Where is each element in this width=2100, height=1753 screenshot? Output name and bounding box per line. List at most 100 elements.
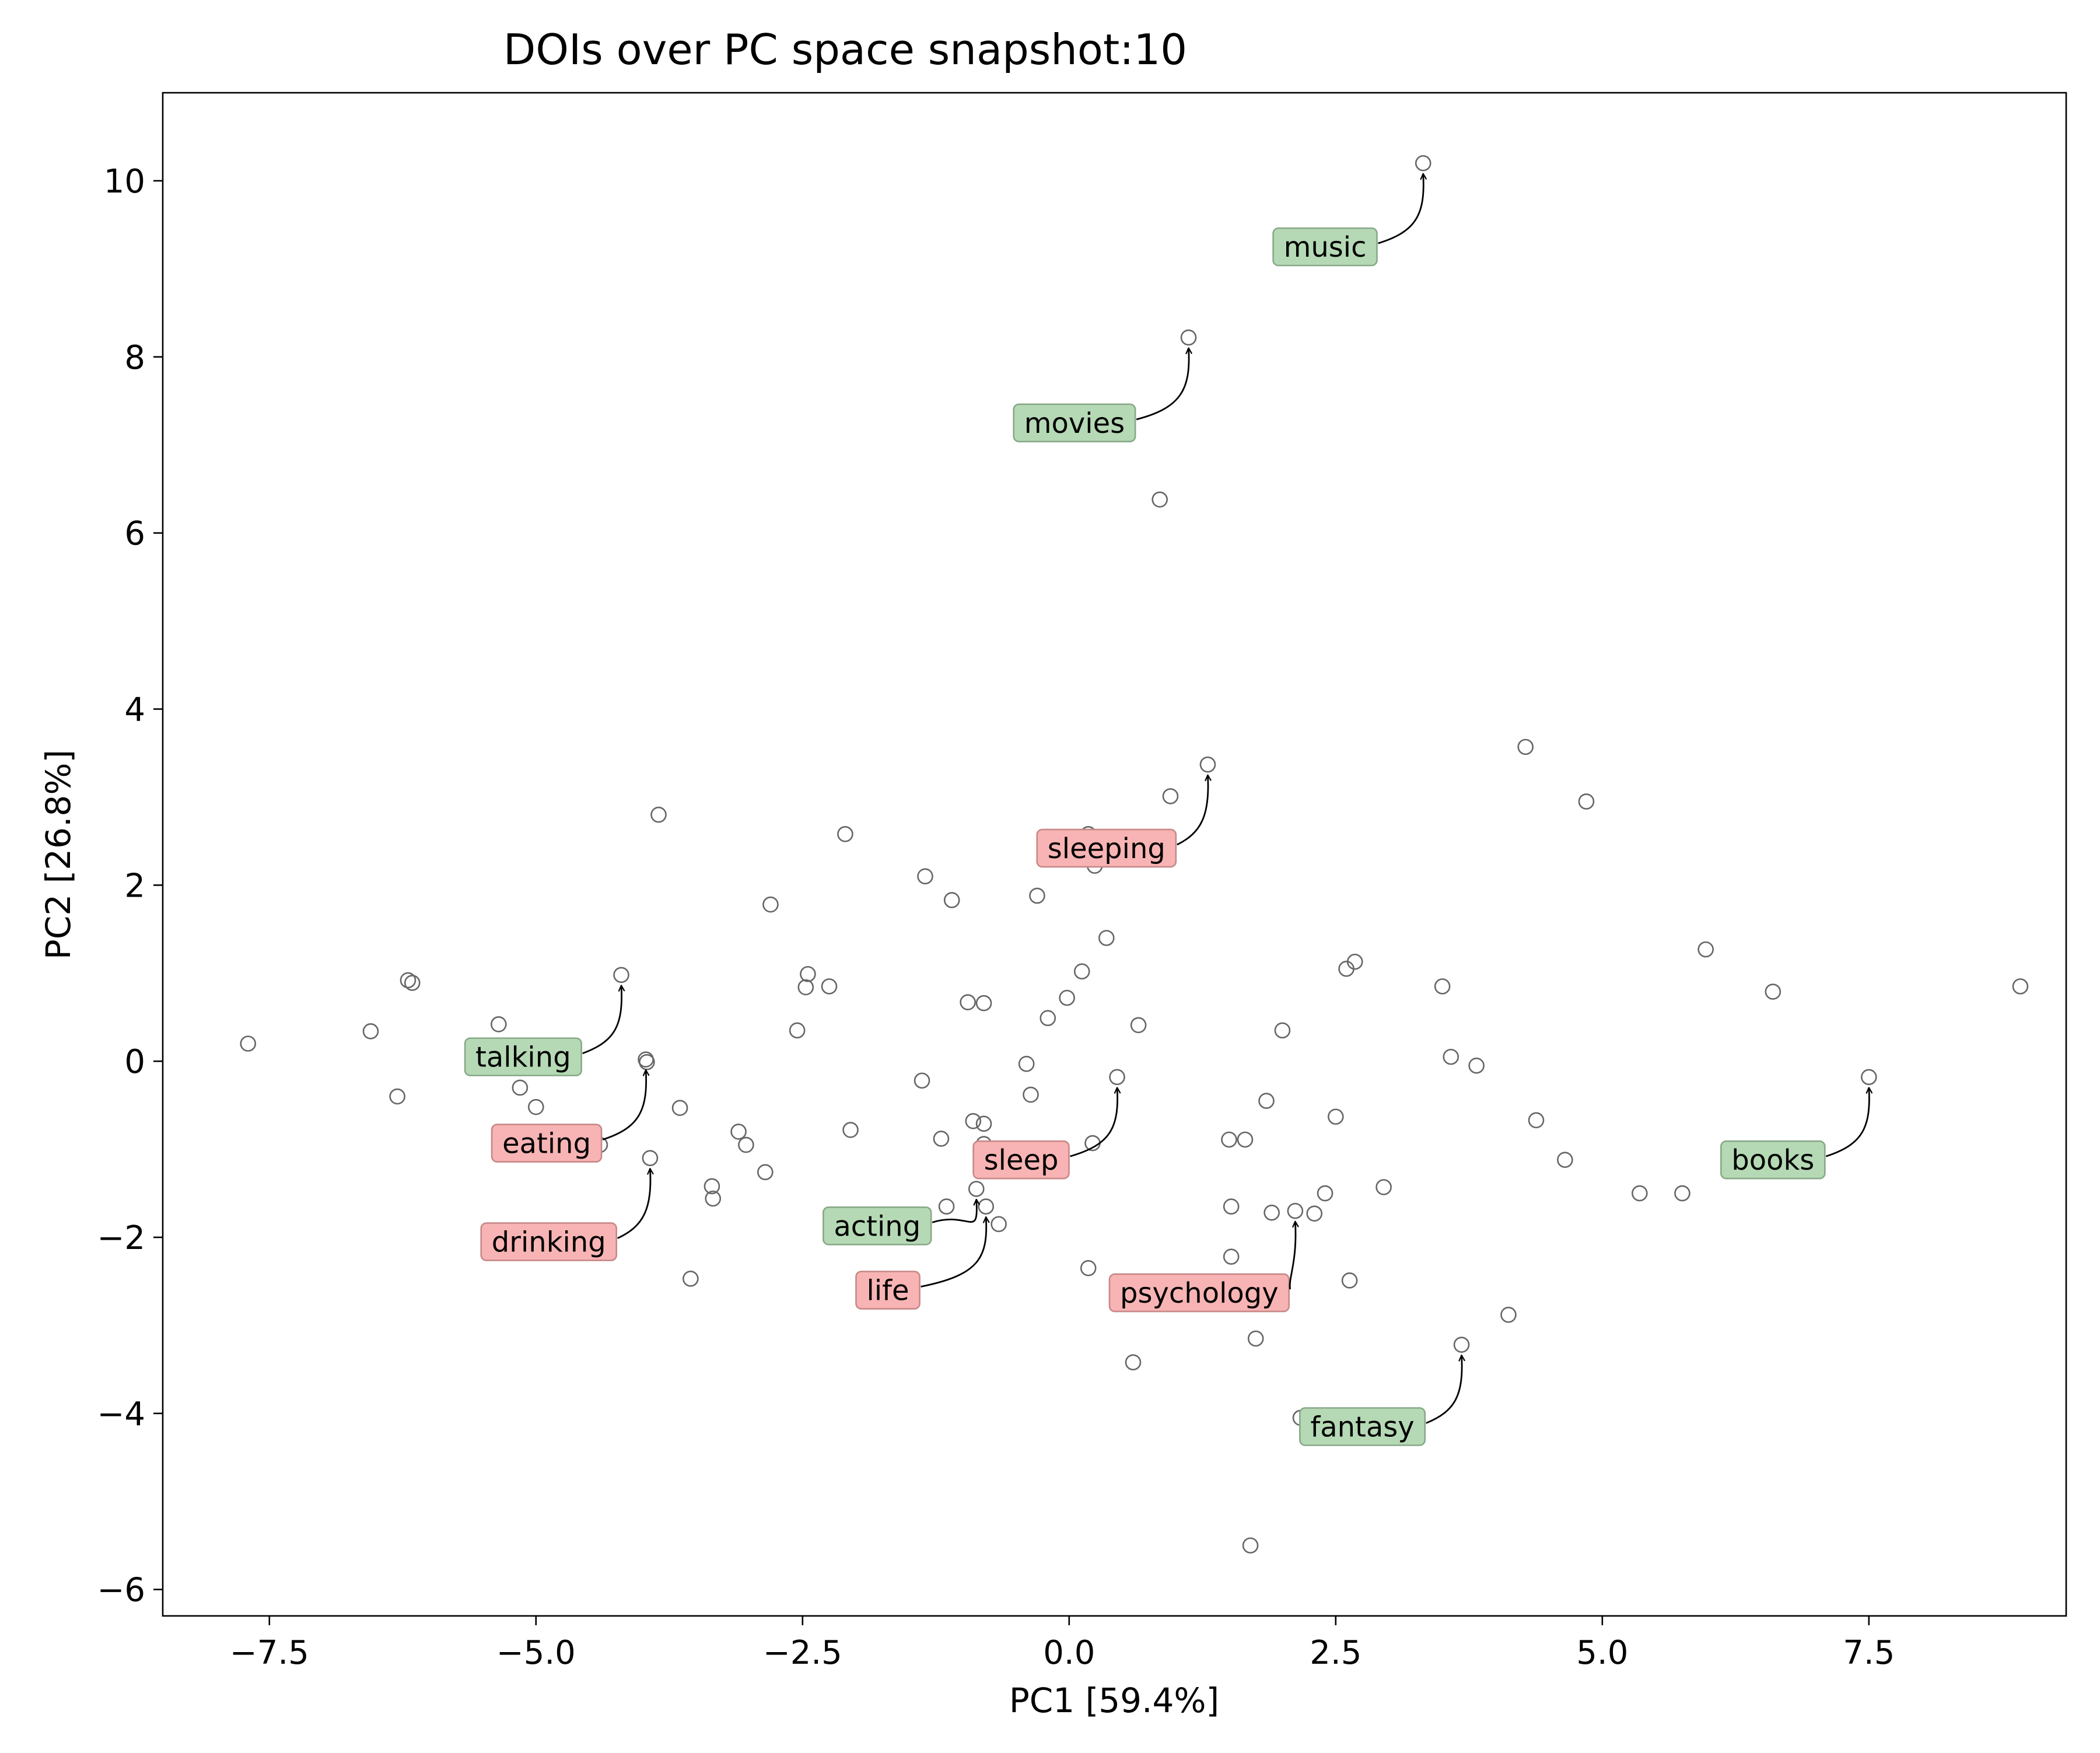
data-point <box>1500 1307 1517 1323</box>
data-point <box>991 1216 1007 1233</box>
data-point <box>1237 1131 1254 1148</box>
data-point <box>1199 756 1216 773</box>
annotation-box <box>464 1037 582 1076</box>
data-point <box>1698 941 1714 958</box>
data-point <box>1080 1260 1097 1276</box>
y-axis-label: PC2 [26.8%] <box>38 750 78 960</box>
annotation-box <box>822 1206 932 1245</box>
annotation-psychology: psychology <box>1108 1222 1296 1313</box>
data-point <box>975 995 992 1012</box>
data-point <box>1328 1108 1344 1125</box>
annotation-eating: eating <box>491 1070 646 1163</box>
data-point <box>821 978 838 995</box>
data-point <box>704 1178 720 1195</box>
annotation-label: sleep <box>984 1144 1059 1177</box>
annotation-label: sleeping <box>1048 832 1166 865</box>
annotation-arrow <box>582 985 622 1054</box>
annotation-arrow <box>1825 1087 1869 1157</box>
data-point <box>1109 1069 1125 1086</box>
data-point <box>797 979 814 996</box>
annotation-arrow <box>1378 174 1423 244</box>
data-point <box>362 1023 379 1040</box>
data-point <box>800 965 816 982</box>
annotation-label: talking <box>475 1041 571 1074</box>
annotation-movies: movies <box>1013 348 1189 443</box>
data-point <box>400 972 416 989</box>
y-axis: −6 −4 −2 0 2 4 6 8 10 <box>97 163 163 1609</box>
annotation-music: music <box>1272 174 1424 267</box>
data-point <box>757 1164 774 1181</box>
data-point <box>1861 1069 1877 1086</box>
data-point <box>528 1098 544 1115</box>
data-point <box>671 1100 688 1116</box>
y-tick-label: 8 <box>124 339 145 377</box>
annotation-arrow <box>1136 348 1189 421</box>
data-point <box>1341 1272 1358 1289</box>
annotation-box <box>491 1124 603 1163</box>
annotations-layer: music movies sleeping talking eating sleep boo… <box>464 174 1869 1446</box>
points-layer <box>240 155 2029 1554</box>
annotation-label: music <box>1284 231 1367 264</box>
annotation-label: books <box>1731 1144 1814 1177</box>
data-point <box>1306 1205 1323 1222</box>
annotation-arrow <box>617 1168 650 1239</box>
annotation-arrow <box>1426 1355 1462 1424</box>
x-tick-label: 0.0 <box>1043 1634 1095 1672</box>
data-point <box>1152 491 1168 508</box>
annotation-label: fantasy <box>1310 1411 1414 1444</box>
data-point <box>1029 887 1045 904</box>
annotation-label: life <box>866 1275 909 1307</box>
y-tick-label: 2 <box>124 867 145 905</box>
annotation-box <box>1036 828 1177 868</box>
data-point <box>1125 1354 1142 1371</box>
annotation-box <box>1299 1407 1426 1446</box>
data-point <box>968 1181 985 1197</box>
annotation-box <box>1720 1140 1826 1180</box>
data-point <box>978 1198 995 1215</box>
data-point <box>1098 930 1115 946</box>
data-point <box>1018 1055 1035 1072</box>
data-point <box>1674 1185 1690 1202</box>
data-point <box>642 1150 659 1166</box>
annotation-box <box>1013 403 1136 443</box>
data-point <box>705 1190 722 1207</box>
annotation-drinking: drinking <box>480 1168 650 1261</box>
data-point <box>730 1124 747 1140</box>
data-point <box>789 1022 806 1039</box>
annotation-fantasy: fantasy <box>1299 1355 1462 1446</box>
data-point <box>1221 1131 1237 1148</box>
data-point <box>842 1122 859 1138</box>
data-point <box>837 825 853 842</box>
data-point <box>1059 989 1075 1006</box>
data-point <box>1287 1202 1304 1219</box>
x-tick-label: −7.5 <box>230 1634 309 1672</box>
chart-title: DOIs over PC space snapshot:10 <box>503 25 1187 74</box>
data-point <box>738 1136 754 1153</box>
data-point <box>1264 1204 1280 1221</box>
data-point <box>682 1271 699 1287</box>
data-point <box>389 1088 405 1105</box>
y-tick-label: −6 <box>97 1572 145 1609</box>
x-tick-label: −5.0 <box>496 1634 576 1672</box>
annotation-label: eating <box>502 1128 591 1160</box>
data-point <box>1223 1198 1240 1215</box>
annotation-arrow <box>1177 775 1208 846</box>
data-point <box>1557 1152 1573 1168</box>
data-point <box>1528 1112 1545 1129</box>
annotation-arrow <box>1289 1222 1296 1290</box>
x-tick-label: 5.0 <box>1576 1634 1628 1672</box>
data-point <box>1242 1537 1259 1554</box>
annotation-label: acting <box>834 1210 921 1243</box>
data-point <box>1765 984 1782 1000</box>
data-point <box>1162 788 1179 804</box>
annotation-label: movies <box>1024 407 1125 440</box>
data-point <box>1073 963 1090 980</box>
data-point <box>1453 1336 1470 1353</box>
data-point <box>1434 978 1451 995</box>
data-point <box>917 868 933 885</box>
annotation-arrow <box>921 1217 986 1287</box>
annotation-box <box>480 1222 618 1261</box>
x-tick-label: −2.5 <box>763 1634 842 1672</box>
data-point <box>933 1131 950 1147</box>
